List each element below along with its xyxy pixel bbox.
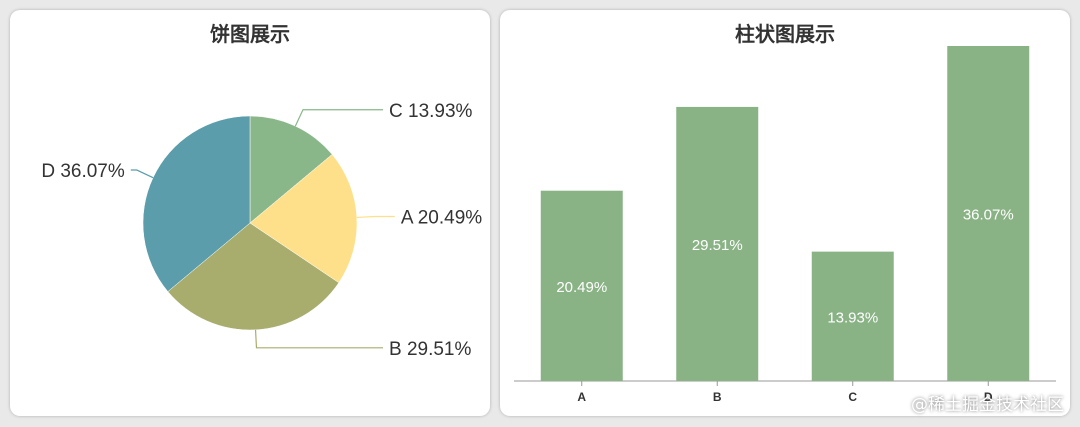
pie-label-d: D 36.07% (41, 161, 125, 182)
bar-value-label-d: 36.07% (963, 207, 1014, 224)
pie-chart-title: 饼图展示 (210, 22, 290, 46)
pie-label-line-a (356, 215, 395, 219)
pie-label-line-c (294, 109, 383, 127)
pie-label-line-d (130, 169, 154, 179)
bar-value-label-c: 13.93% (827, 309, 878, 326)
pie-label-c: C 13.93% (389, 101, 473, 122)
bar-chart-title: 柱状图展示 (735, 22, 835, 46)
x-tick-label-d: D (984, 390, 993, 404)
bar-value-label-a: 20.49% (556, 279, 607, 296)
bar-value-label-b: 29.51% (692, 237, 743, 254)
pie-slice-b (167, 222, 340, 331)
x-tick-label-b: B (713, 390, 722, 404)
bar-b (676, 106, 759, 382)
pie-slice-c (249, 115, 333, 224)
pie-label-line-b (254, 329, 383, 349)
bar-d (947, 46, 1030, 381)
pie-slice-a (249, 154, 358, 284)
bar-c (811, 251, 894, 381)
x-tick-label-a: A (577, 390, 586, 404)
x-tick-label-c: C (848, 390, 857, 404)
pie-chart: C 13.93% A 20.49% B 29.51% D 36.07% (41, 101, 482, 360)
pie-label-a: A 20.49% (401, 208, 482, 229)
watermark-text: @稀土掘金技术社区 (911, 395, 1064, 415)
bar-chart: 20.49% A 29.51% B 13.93% C 36.07% D (514, 46, 1056, 404)
pie-label-b: B 29.51% (389, 339, 471, 360)
pie-slice-d (142, 115, 251, 292)
bar-chart-panel: 柱状图展示 20.49% A 29.51% B 13.93% C 36.07% D (500, 10, 1070, 416)
pie-chart-panel: 饼图展示 C 13.93% A 20.49% B 29.51% D 36.07% (10, 10, 490, 416)
bar-a (540, 190, 623, 381)
